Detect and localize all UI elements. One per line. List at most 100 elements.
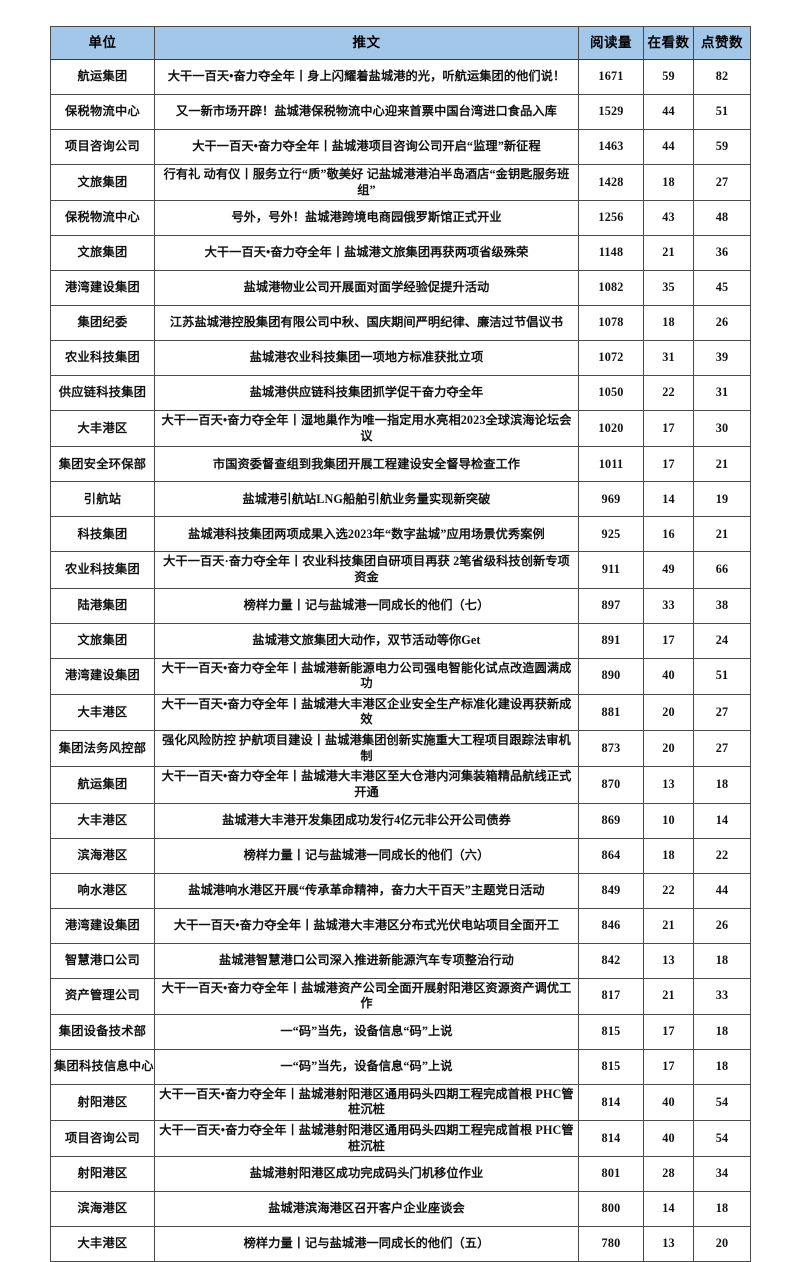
cell-tweet: 大干一百天•奋力夺全年丨盐城港射阳港区通用码头四期工程完成首根 PHC管桩沉桩 xyxy=(154,1083,579,1121)
cell-tweet: 大干一百天•奋力夺全年丨盐城港新能源电力公司强电智能化试点改造圆满成功 xyxy=(154,657,579,695)
cell-unit: 集团科技信息中心 xyxy=(50,1048,155,1085)
table-row: 集团法务风控部 强化风险防控 护航项目建设丨盐城港集团创新实施重大工程项目跟踪法审… xyxy=(50,730,751,768)
column-header-tweet: 推文 xyxy=(154,26,579,60)
cell-read-count: 800 xyxy=(578,1191,644,1228)
cell-like-count: 18 xyxy=(693,942,751,979)
cell-unit: 农业科技集团 xyxy=(50,340,155,377)
cell-unit: 供应链科技集团 xyxy=(50,375,155,412)
cell-watch-count: 17 xyxy=(643,446,694,483)
cell-watch-count: 18 xyxy=(643,837,694,874)
cell-read-count: 1529 xyxy=(578,94,644,130)
cell-read-count: 1256 xyxy=(578,200,644,237)
cell-tweet: 大干一百天•奋力夺全年丨湿地巢作为唯一指定用水亮相2023全球滨海论坛会议 xyxy=(154,410,579,448)
cell-read-count: 814 xyxy=(578,1083,644,1121)
cell-tweet: 盐城港射阳港区成功完成码头门机移位作业 xyxy=(154,1156,579,1193)
cell-read-count: 1078 xyxy=(578,305,644,342)
cell-read-count: 817 xyxy=(578,977,644,1015)
cell-watch-count: 10 xyxy=(643,802,694,839)
cell-unit: 滨海港区 xyxy=(50,1191,155,1228)
table-header-row: 单位 推文 阅读量 在看数 点赞数 xyxy=(50,26,751,60)
cell-read-count: 1072 xyxy=(578,340,644,377)
table-row: 港湾建设集团 盐城港物业公司开展面对面学经验促提升活动 1082 35 45 xyxy=(50,270,751,307)
cell-unit: 大丰港区 xyxy=(50,693,155,732)
cell-like-count: 27 xyxy=(693,730,751,768)
stats-table-container: 单位 推文 阅读量 在看数 点赞数 航运集团 大干一百天•奋力夺全年丨身上闪耀着盐… xyxy=(50,26,751,1262)
cell-read-count: 881 xyxy=(578,693,644,732)
table-row: 智慧港口公司 盐城港智慧港口公司深入推进新能源汽车专项整治行动 842 13 18 xyxy=(50,942,751,979)
cell-read-count: 890 xyxy=(578,657,644,695)
cell-unit: 保税物流中心 xyxy=(50,94,155,130)
cell-read-count: 1148 xyxy=(578,235,644,272)
cell-like-count: 22 xyxy=(693,837,751,874)
cell-like-count: 59 xyxy=(693,129,751,165)
cell-tweet: 盐城港物业公司开展面对面学经验促提升活动 xyxy=(154,270,579,307)
cell-tweet: 盐城港文旅集团大动作，双节活动等你Get xyxy=(154,622,579,659)
cell-tweet: 盐城港大丰港开发集团成功发行4亿元非公开公司债券 xyxy=(154,802,579,839)
cell-read-count: 842 xyxy=(578,942,644,979)
cell-watch-count: 17 xyxy=(643,622,694,659)
cell-like-count: 27 xyxy=(693,693,751,732)
cell-watch-count: 43 xyxy=(643,200,694,237)
cell-like-count: 82 xyxy=(693,59,751,95)
cell-like-count: 14 xyxy=(693,802,751,839)
cell-like-count: 51 xyxy=(693,94,751,130)
cell-tweet: 大干一百天•奋力夺全年丨身上闪耀着盐城港的光，听航运集团的他们说！ xyxy=(154,59,579,95)
cell-tweet: 一“码”当先，设备信息“码”上说 xyxy=(154,1048,579,1085)
cell-unit: 陆港集团 xyxy=(50,587,155,624)
cell-read-count: 1082 xyxy=(578,270,644,307)
cell-like-count: 33 xyxy=(693,977,751,1015)
cell-like-count: 18 xyxy=(693,1048,751,1085)
table-row: 响水港区 盐城港响水港区开展“传承革命精神，奋力大干百天”主题党日活动 849 22 4… xyxy=(50,872,751,909)
cell-like-count: 44 xyxy=(693,872,751,909)
cell-tweet: 大干一百天•奋力夺全年丨盐城港文旅集团再获两项省级殊荣 xyxy=(154,235,579,272)
cell-read-count: 1050 xyxy=(578,375,644,412)
cell-unit: 集团安全环保部 xyxy=(50,446,155,483)
cell-unit: 射阳港区 xyxy=(50,1156,155,1193)
cell-like-count: 45 xyxy=(693,270,751,307)
table-row: 文旅集团 大干一百天•奋力夺全年丨盐城港文旅集团再获两项省级殊荣 1148 21 36 xyxy=(50,235,751,272)
table-row: 射阳港区 大干一百天•奋力夺全年丨盐城港射阳港区通用码头四期工程完成首根 PHC管… xyxy=(50,1083,751,1121)
cell-like-count: 31 xyxy=(693,375,751,412)
cell-like-count: 51 xyxy=(693,657,751,695)
cell-tweet: 大干一百天•奋力夺全年丨盐城港射阳港区通用码头四期工程完成首根 PHC管桩沉桩 xyxy=(154,1119,579,1158)
table-row: 保税物流中心 号外，号外！盐城港跨境电商园俄罗斯馆正式开业 1256 43 48 xyxy=(50,200,751,237)
table-row: 集团安全环保部 市国资委督查组到我集团开展工程建设安全督导检查工作 1011 17 21 xyxy=(50,446,751,483)
cell-like-count: 18 xyxy=(693,766,751,804)
cell-unit: 集团纪委 xyxy=(50,305,155,342)
cell-watch-count: 59 xyxy=(643,59,694,95)
cell-like-count: 26 xyxy=(693,305,751,342)
cell-watch-count: 21 xyxy=(643,977,694,1015)
cell-watch-count: 40 xyxy=(643,657,694,695)
cell-like-count: 19 xyxy=(693,481,751,518)
cell-read-count: 873 xyxy=(578,730,644,768)
cell-unit: 大丰港区 xyxy=(50,1226,155,1262)
table-row: 项目咨询公司 大干一百天•奋力夺全年丨盐城港射阳港区通用码头四期工程完成首根 PH… xyxy=(50,1119,751,1158)
cell-tweet: 大干一百天•奋力夺全年丨盐城港大丰港区分布式光伏电站项目全面开工 xyxy=(154,907,579,944)
table-row: 集团纪委 江苏盐城港控股集团有限公司中秋、国庆期间严明纪律、廉洁过节倡议书 1078… xyxy=(50,305,751,342)
cell-tweet: 盐城港引航站LNG船舶引航业务量实现新突破 xyxy=(154,481,579,518)
cell-read-count: 1020 xyxy=(578,410,644,448)
table-row: 农业科技集团 大干一百天·奋力夺全年丨农业科技集团自研项目再获 2笔省级科技创新专… xyxy=(50,551,751,589)
cell-unit: 航运集团 xyxy=(50,59,155,95)
cell-tweet: 盐城港农业科技集团一项地方标准获批立项 xyxy=(154,340,579,377)
cell-tweet: 行有礼 动有仪丨服务立行“质”敬美好 记盐城港港泊半岛酒店“金钥匙服务班组” xyxy=(154,163,579,202)
cell-watch-count: 16 xyxy=(643,516,694,553)
cell-read-count: 897 xyxy=(578,587,644,624)
cell-like-count: 24 xyxy=(693,622,751,659)
cell-read-count: 1671 xyxy=(578,59,644,95)
cell-tweet: 盐城港科技集团两项成果入选2023年“数字盐城”应用场景优秀案例 xyxy=(154,516,579,553)
cell-read-count: 891 xyxy=(578,622,644,659)
cell-read-count: 925 xyxy=(578,516,644,553)
cell-unit: 港湾建设集团 xyxy=(50,270,155,307)
table-row: 陆港集团 榜样力量丨记与盐城港一同成长的他们（七） 897 33 38 xyxy=(50,587,751,624)
cell-unit: 大丰港区 xyxy=(50,802,155,839)
cell-watch-count: 44 xyxy=(643,94,694,130)
cell-like-count: 54 xyxy=(693,1119,751,1158)
cell-unit: 科技集团 xyxy=(50,516,155,553)
cell-watch-count: 22 xyxy=(643,375,694,412)
table-row: 射阳港区 盐城港射阳港区成功完成码头门机移位作业 801 28 34 xyxy=(50,1156,751,1193)
cell-unit: 滨海港区 xyxy=(50,837,155,874)
cell-watch-count: 22 xyxy=(643,872,694,909)
cell-tweet: 强化风险防控 护航项目建设丨盐城港集团创新实施重大工程项目跟踪法审机制 xyxy=(154,730,579,768)
cell-tweet: 大干一百天•奋力夺全年丨盐城港项目咨询公司开启“监理”新征程 xyxy=(154,129,579,165)
